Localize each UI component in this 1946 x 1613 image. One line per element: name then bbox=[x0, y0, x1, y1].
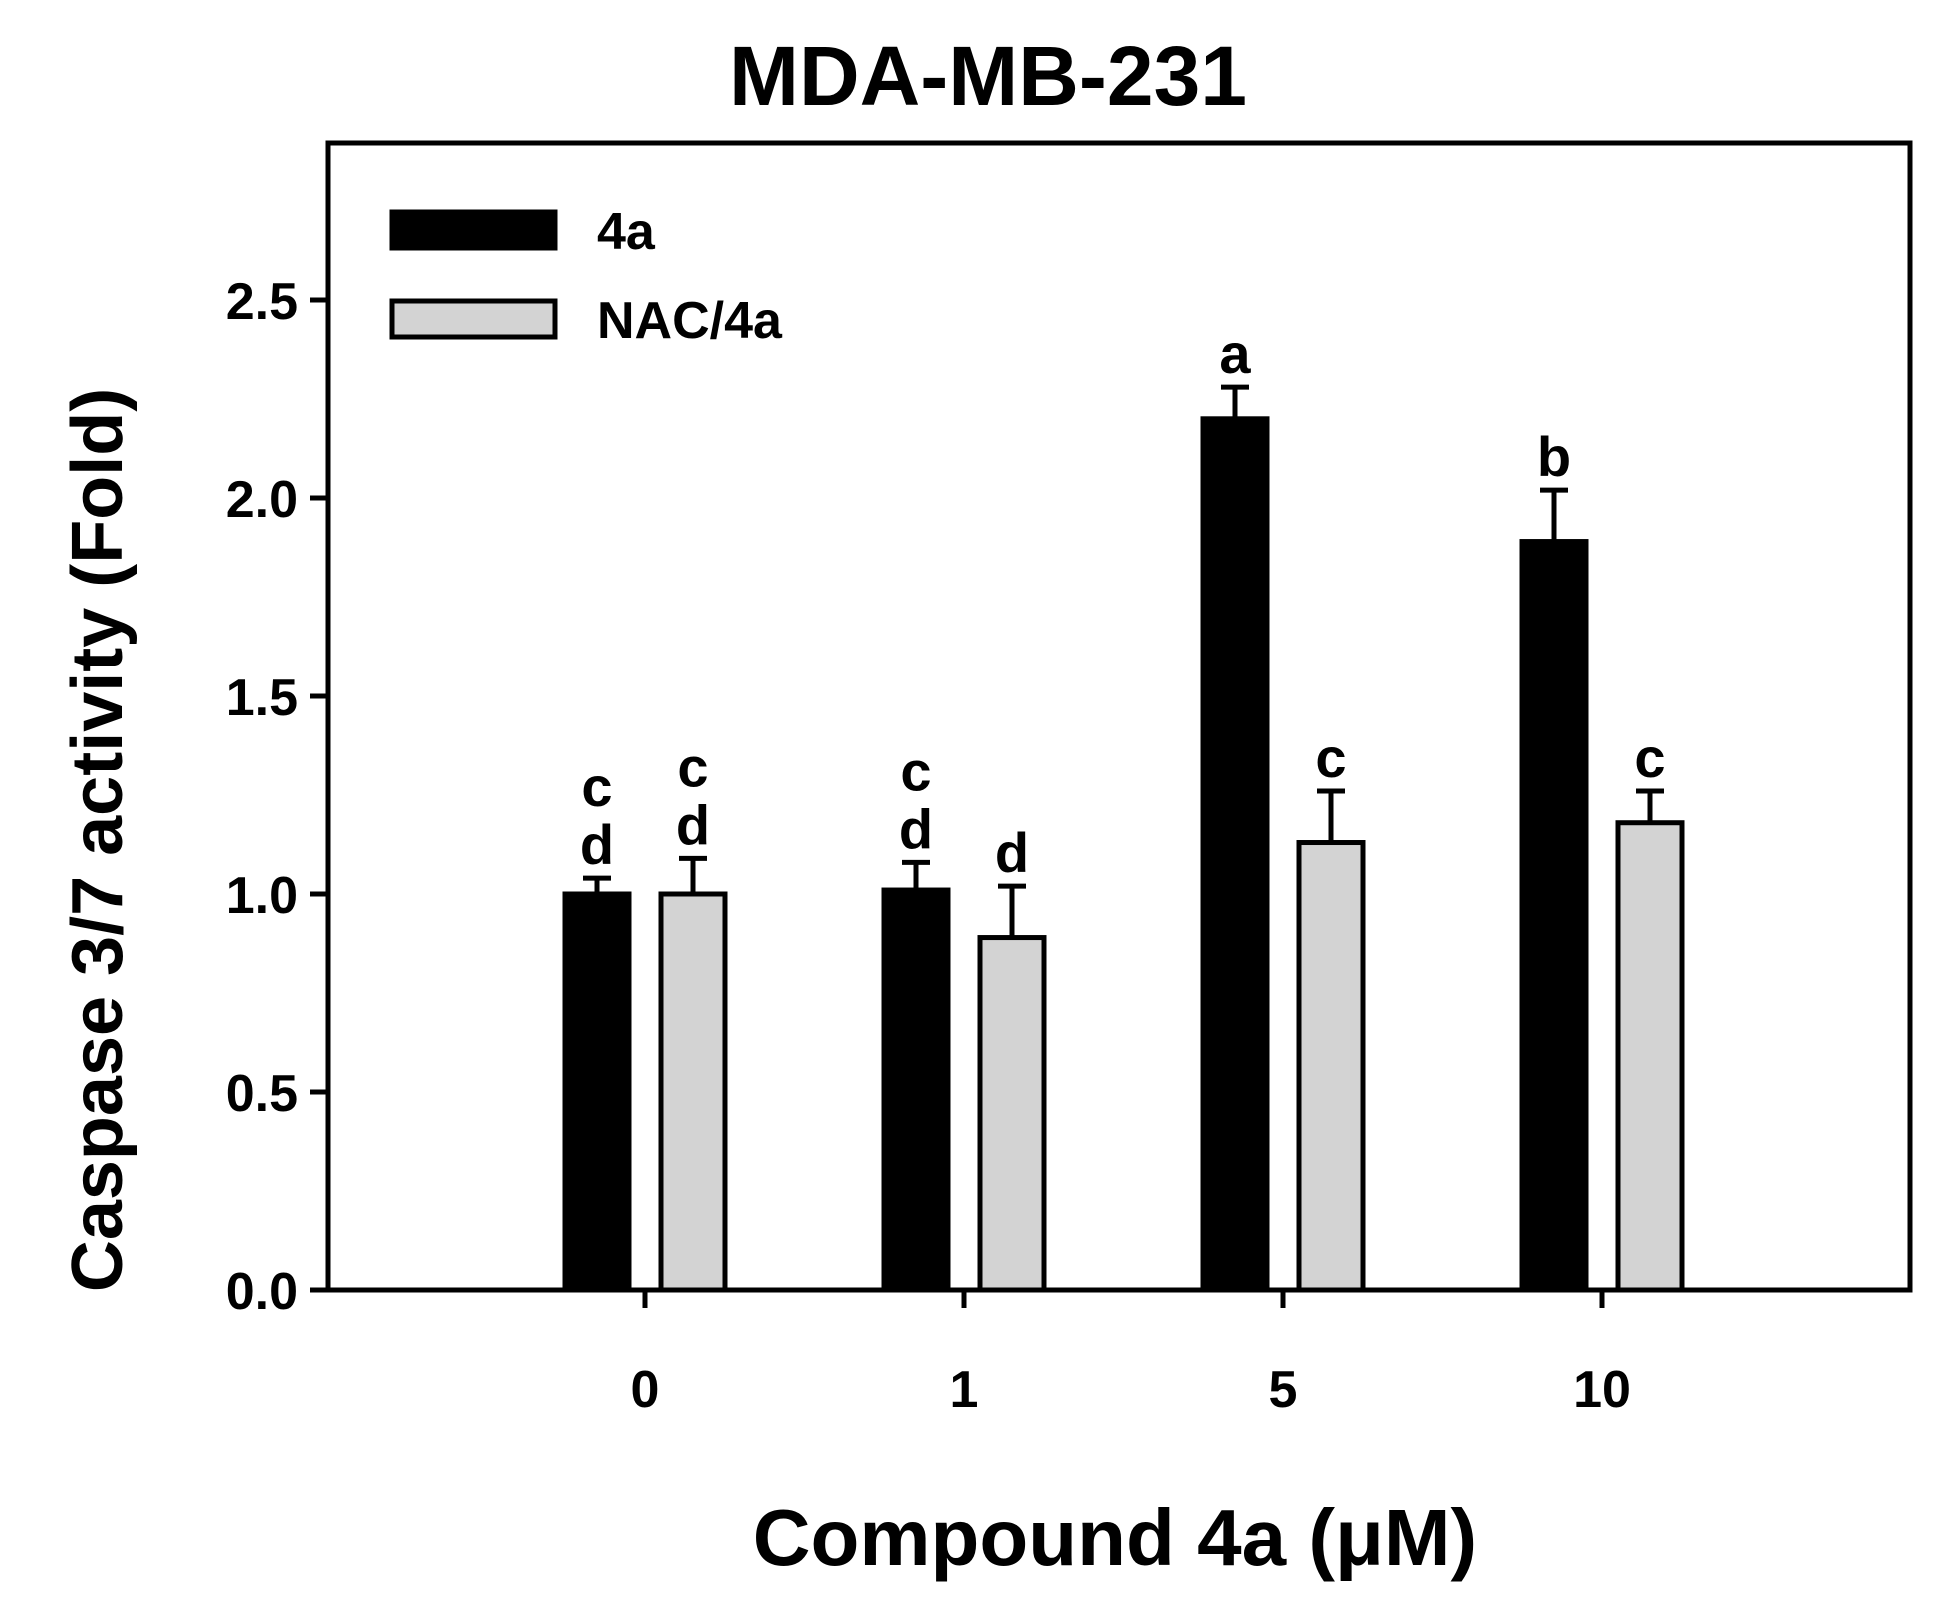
y-tick-label: 0.5 bbox=[226, 1065, 298, 1123]
bar bbox=[1615, 820, 1685, 1293]
y-tick-label: 2.0 bbox=[226, 471, 298, 529]
y-axis-label: Caspase 3/7 activity (Fold) bbox=[58, 388, 138, 1292]
x-tick-label: 10 bbox=[1573, 1361, 1631, 1419]
plot-frame bbox=[325, 140, 1913, 1293]
x-tick-label: 1 bbox=[950, 1361, 979, 1419]
x-tick-label: 0 bbox=[631, 1361, 660, 1419]
significance-label: c bbox=[1315, 726, 1346, 789]
bar bbox=[977, 935, 1047, 1293]
y-tick-label: 0.0 bbox=[226, 1263, 298, 1321]
x-tick-label: 5 bbox=[1269, 1361, 1298, 1419]
significance-label: b bbox=[1537, 425, 1571, 488]
bar bbox=[1519, 539, 1589, 1293]
chart-title: MDA-MB-231 bbox=[729, 29, 1247, 123]
significance-label: c bbox=[1634, 726, 1665, 789]
bar bbox=[658, 891, 728, 1293]
bar bbox=[881, 887, 951, 1293]
y-tick-label: 1.0 bbox=[226, 867, 298, 925]
significance-label: d bbox=[995, 821, 1029, 884]
significance-label: a bbox=[1219, 322, 1251, 385]
legend-swatch bbox=[389, 298, 558, 340]
legend-label: 4a bbox=[597, 203, 656, 261]
bar bbox=[1200, 416, 1270, 1293]
y-tick-label: 2.5 bbox=[226, 273, 298, 331]
legend-swatch bbox=[389, 209, 558, 251]
bar bbox=[562, 891, 632, 1293]
y-tick-label: 1.5 bbox=[226, 669, 298, 727]
legend-label: NAC/4a bbox=[597, 292, 783, 350]
x-axis-label: Compound 4a (μM) bbox=[753, 1493, 1477, 1582]
bar bbox=[1296, 840, 1366, 1293]
